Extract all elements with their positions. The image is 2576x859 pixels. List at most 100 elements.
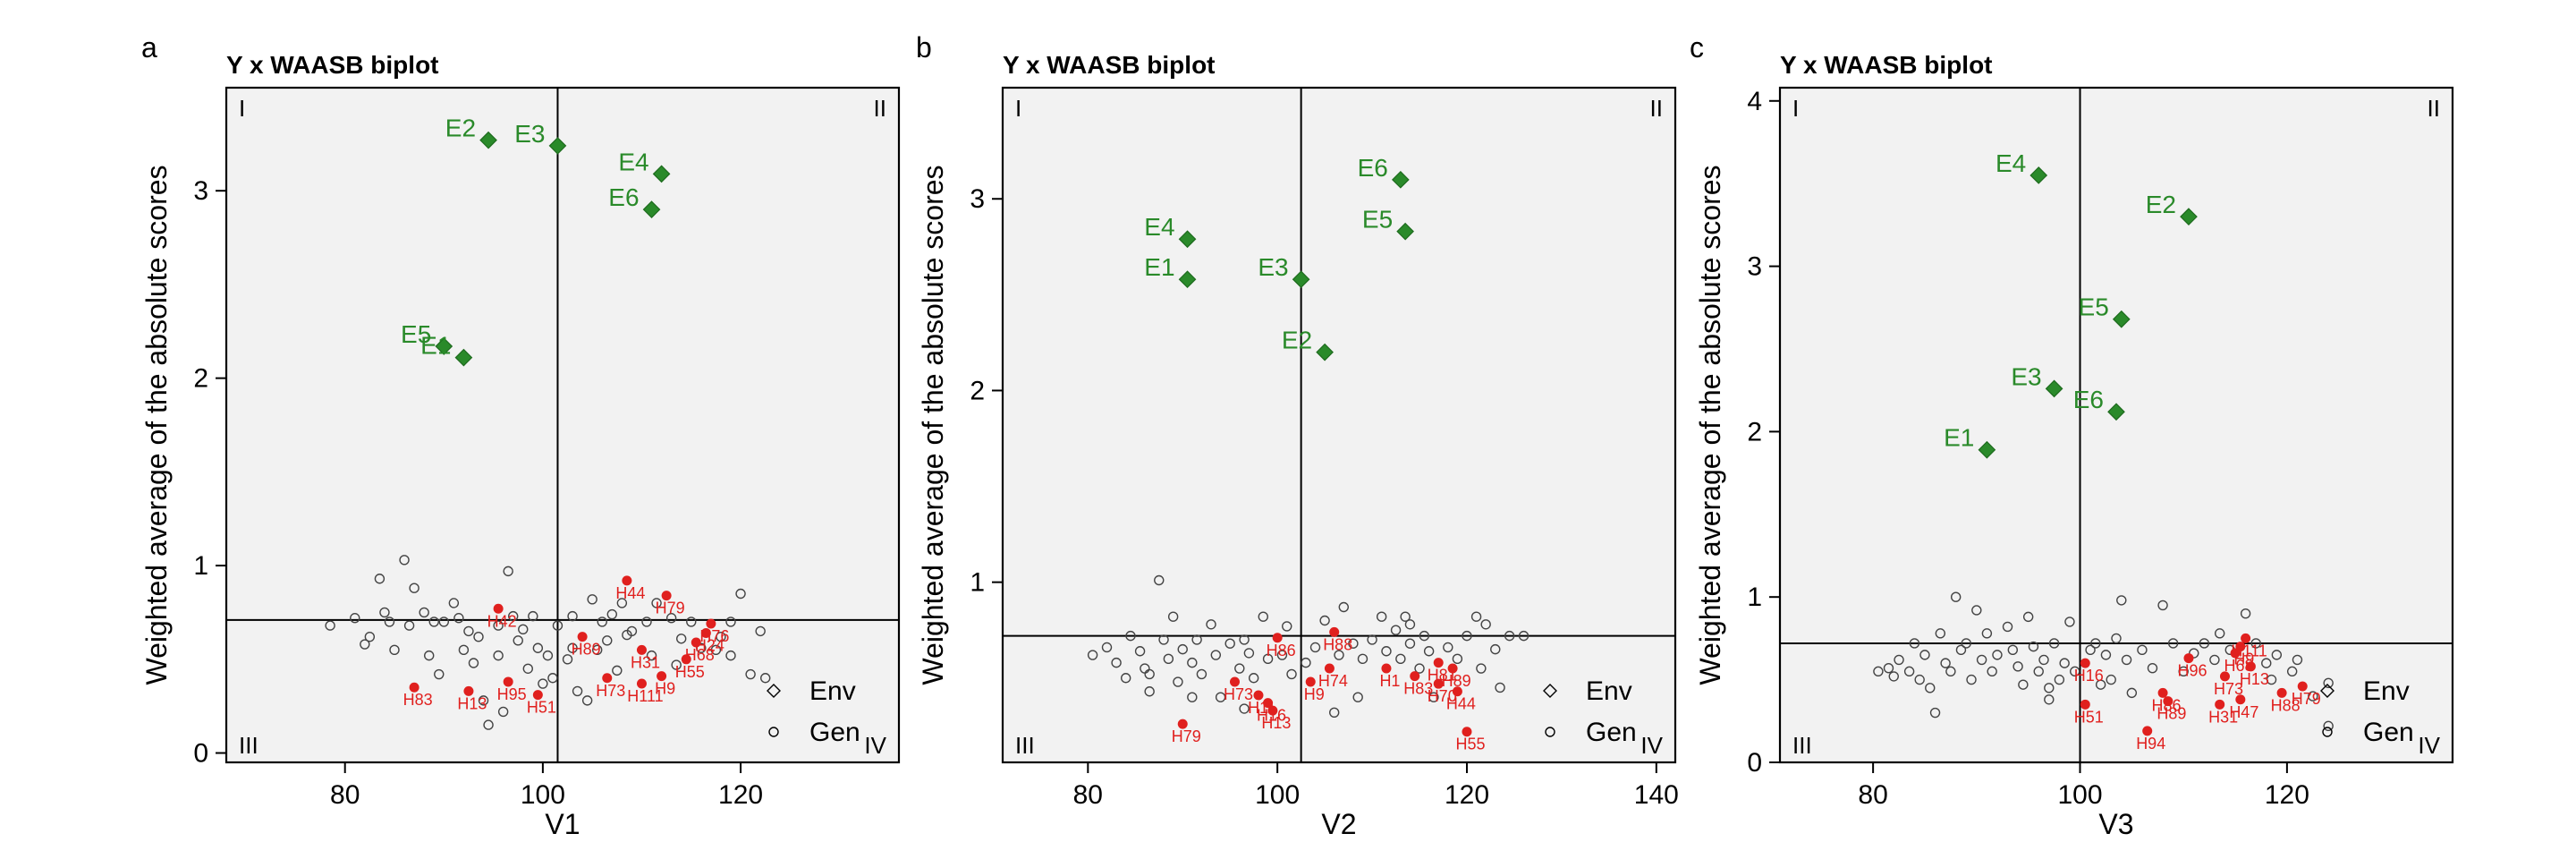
x-tick-label-2: 120: [718, 780, 763, 810]
gen-point-43: [1404, 638, 1416, 649]
gen-point-65: [567, 610, 578, 622]
y-tick-label-2: 2: [193, 364, 208, 394]
gen-highlight-label-11: H89: [2157, 705, 2186, 723]
gen-highlight-label-15: H55: [1455, 736, 1485, 753]
gen-point-54: [2250, 638, 2261, 649]
env-label-2: E5: [2079, 293, 2109, 321]
plot-background: [1003, 88, 1675, 762]
env-point-0: [479, 131, 497, 149]
gen-highlight-label-8: H55: [675, 663, 705, 681]
quadrant-label-2: II: [2428, 95, 2440, 122]
gen-point-61: [2323, 720, 2334, 732]
gen-highlight-label-0: H44: [615, 584, 645, 602]
gen-point-33: [542, 650, 554, 661]
gen-highlight-label-1: H86: [1267, 642, 1296, 659]
plot-frame: [1778, 86, 2454, 764]
x-tick-label-2: 120: [2265, 780, 2309, 810]
gen-point-49: [646, 650, 657, 661]
gen-point-11: [1167, 611, 1179, 622]
legend-gen-label: Gen: [809, 718, 860, 747]
gen-point-1: [1894, 654, 1904, 666]
gen-highlight-point-1: [661, 591, 672, 601]
gen-highlight-point-13: [1267, 705, 1278, 716]
gen-point-49: [2199, 638, 2210, 649]
gen-highlight-label-12: H95: [497, 685, 527, 703]
gen-point-14: [1187, 657, 1198, 668]
env-point-2: [1178, 230, 1197, 249]
env-label-0: E6: [1358, 154, 1388, 182]
gen-highlight-point-3: [1433, 658, 1444, 668]
y-tick-label-1: 1: [1747, 583, 1762, 612]
gen-highlight-label-4: H24: [695, 636, 724, 654]
gen-point-52: [1476, 663, 1487, 674]
gen-highlight-label-11: H111: [627, 687, 663, 705]
env-label-5: E2: [1282, 327, 1312, 354]
gen-highlight-point-15: [532, 690, 543, 701]
gen-point-36: [562, 654, 573, 665]
gen-highlight-label-2: H42: [487, 612, 517, 630]
env-point-2: [652, 165, 671, 183]
gen-highlight-point-7: [636, 644, 647, 655]
gen-point-27: [2038, 654, 2049, 666]
plot-background: [1780, 88, 2453, 762]
gen-point-22: [483, 719, 494, 730]
gen-highlight-point-12: [503, 676, 513, 687]
gen-highlight-point-5: [577, 632, 588, 642]
gen-point-3: [1909, 638, 1920, 649]
gen-point-0: [1087, 650, 1098, 660]
gen-point-45: [612, 665, 623, 676]
legend-env-label: Env: [2363, 676, 2410, 706]
plot-title: Y x WAASB biplot: [1003, 51, 1216, 79]
gen-highlight-point-9: [2235, 694, 2246, 705]
env-label-3: E1: [1144, 253, 1174, 281]
gen-point-18: [1987, 666, 1997, 677]
gen-highlight-label-7: H88: [2271, 696, 2301, 714]
gen-point-31: [532, 642, 544, 653]
gen-point-37: [2100, 650, 2112, 660]
gen-highlight-label-2: H74: [1318, 672, 1348, 690]
gen-point-13: [1177, 643, 1188, 655]
gen-point-26: [508, 610, 519, 622]
gen-point-24: [2022, 611, 2034, 623]
gen-point-32: [538, 678, 548, 689]
gen-point-30: [1309, 642, 1321, 653]
env-point-3: [2045, 379, 2063, 398]
gen-point-33: [1338, 601, 1349, 613]
gen-point-15: [1191, 634, 1202, 645]
gen-point-22: [2012, 661, 2023, 672]
gen-point-53: [2240, 608, 2251, 619]
gen-point-59: [735, 588, 746, 600]
gen-highlight-label-9: H47: [2229, 703, 2258, 721]
gen-point-43: [602, 635, 613, 646]
gen-point-54: [1490, 643, 1501, 655]
gen-highlight-label-7: H31: [631, 653, 660, 671]
gen-highlight-label-2: H68: [2224, 657, 2254, 675]
gen-point-0: [1883, 662, 1894, 674]
quadrant-label-2: II: [1650, 95, 1663, 122]
gen-point-16: [1196, 668, 1208, 680]
gen-point-39: [2111, 633, 2122, 644]
gen-point-34: [1348, 638, 1359, 649]
gen-highlight-point-1: [1272, 633, 1283, 643]
quadrant-label-3: III: [239, 732, 258, 759]
gen-highlight-label-7: H9: [1304, 685, 1325, 703]
gen-point-57: [716, 631, 726, 642]
gen-highlight-label-10: H31: [2208, 708, 2238, 726]
env-label-4: E6: [2073, 386, 2104, 413]
gen-highlight-label-4: H89: [1442, 672, 1471, 690]
gen-point-15: [1971, 605, 1982, 616]
gen-point-34: [547, 673, 558, 684]
gen-point-5: [1134, 646, 1146, 657]
gen-point-25: [503, 566, 513, 577]
gen-point-64: [1888, 671, 1899, 682]
gen-point-24: [497, 706, 509, 718]
x-tick-label-3: 140: [1634, 780, 1679, 810]
gen-highlight-point-11: [2163, 696, 2174, 707]
gen-highlight-label-13: H13: [1261, 714, 1291, 732]
gen-highlight-point-4: [700, 627, 711, 638]
gen-highlight-label-5: H89: [572, 641, 601, 659]
gen-point-6: [384, 617, 395, 627]
